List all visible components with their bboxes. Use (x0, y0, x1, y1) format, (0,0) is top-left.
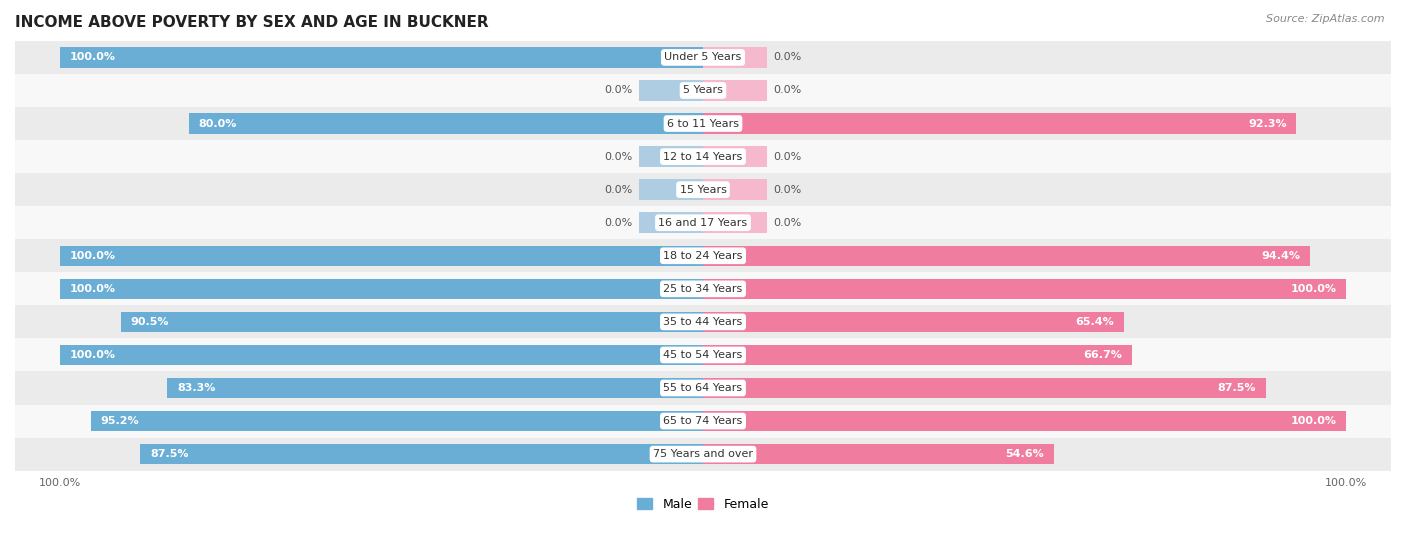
Text: 100.0%: 100.0% (70, 284, 115, 294)
Text: 90.5%: 90.5% (131, 317, 169, 327)
Text: 0.0%: 0.0% (773, 184, 801, 195)
Bar (15, 140, 1391, 173)
Bar (638, 146, 703, 167)
Text: 75 Years and over: 75 Years and over (652, 449, 754, 459)
Text: 65 to 74 Years: 65 to 74 Years (664, 416, 742, 426)
Bar (703, 212, 768, 233)
Text: 95.2%: 95.2% (100, 416, 139, 426)
Text: 0.0%: 0.0% (773, 53, 801, 63)
Text: INCOME ABOVE POVERTY BY SEX AND AGE IN BUCKNER: INCOME ABOVE POVERTY BY SEX AND AGE IN B… (15, 15, 489, 30)
Text: 0.0%: 0.0% (605, 151, 633, 162)
Bar (15, 173, 1391, 206)
Text: 100.0%: 100.0% (1291, 284, 1336, 294)
Text: 16 and 17 Years: 16 and 17 Years (658, 217, 748, 228)
Bar (188, 113, 703, 134)
Text: 87.5%: 87.5% (1218, 383, 1256, 393)
Bar (638, 179, 703, 200)
Bar (91, 411, 703, 432)
Text: 0.0%: 0.0% (605, 86, 633, 96)
Text: 65.4%: 65.4% (1076, 317, 1114, 327)
Bar (141, 444, 703, 465)
Text: Source: ZipAtlas.com: Source: ZipAtlas.com (1267, 14, 1385, 24)
Text: 0.0%: 0.0% (773, 86, 801, 96)
Text: 0.0%: 0.0% (773, 151, 801, 162)
Text: 100.0%: 100.0% (70, 350, 115, 360)
Bar (703, 80, 768, 101)
Bar (703, 47, 768, 68)
Bar (638, 212, 703, 233)
Text: 0.0%: 0.0% (605, 217, 633, 228)
Text: 66.7%: 66.7% (1084, 350, 1122, 360)
Bar (15, 41, 1391, 74)
Bar (15, 206, 1391, 239)
Text: 92.3%: 92.3% (1249, 119, 1286, 129)
Text: 15 Years: 15 Years (679, 184, 727, 195)
Bar (60, 278, 703, 299)
Bar (121, 311, 703, 332)
Text: 83.3%: 83.3% (177, 383, 215, 393)
Text: 6 to 11 Years: 6 to 11 Years (666, 119, 740, 129)
Bar (703, 411, 1346, 432)
Bar (703, 245, 1310, 266)
Text: 0.0%: 0.0% (773, 217, 801, 228)
Bar (15, 305, 1391, 338)
Text: 45 to 54 Years: 45 to 54 Years (664, 350, 742, 360)
Text: 55 to 64 Years: 55 to 64 Years (664, 383, 742, 393)
Bar (703, 146, 768, 167)
Text: 12 to 14 Years: 12 to 14 Years (664, 151, 742, 162)
Bar (703, 278, 1346, 299)
Bar (703, 311, 1123, 332)
Text: 100.0%: 100.0% (70, 53, 115, 63)
Bar (15, 405, 1391, 438)
Text: 18 to 24 Years: 18 to 24 Years (664, 251, 742, 260)
Bar (15, 338, 1391, 372)
Text: 100.0%: 100.0% (1291, 416, 1336, 426)
Bar (15, 372, 1391, 405)
Text: 35 to 44 Years: 35 to 44 Years (664, 317, 742, 327)
Text: 80.0%: 80.0% (198, 119, 236, 129)
Bar (15, 107, 1391, 140)
Bar (703, 113, 1296, 134)
Bar (703, 444, 1054, 465)
Text: 87.5%: 87.5% (150, 449, 188, 459)
Bar (60, 47, 703, 68)
Text: Under 5 Years: Under 5 Years (665, 53, 741, 63)
Text: 100.0%: 100.0% (70, 251, 115, 260)
Bar (60, 345, 703, 365)
Text: 94.4%: 94.4% (1261, 251, 1301, 260)
Bar (60, 245, 703, 266)
Bar (703, 179, 768, 200)
Bar (167, 378, 703, 398)
Text: 0.0%: 0.0% (605, 184, 633, 195)
Bar (703, 378, 1265, 398)
Bar (15, 239, 1391, 272)
Bar (15, 74, 1391, 107)
Bar (638, 80, 703, 101)
Text: 25 to 34 Years: 25 to 34 Years (664, 284, 742, 294)
Text: 5 Years: 5 Years (683, 86, 723, 96)
Text: 54.6%: 54.6% (1005, 449, 1045, 459)
Legend: Male, Female: Male, Female (633, 493, 773, 516)
Bar (15, 438, 1391, 471)
Bar (703, 345, 1132, 365)
Bar (15, 272, 1391, 305)
